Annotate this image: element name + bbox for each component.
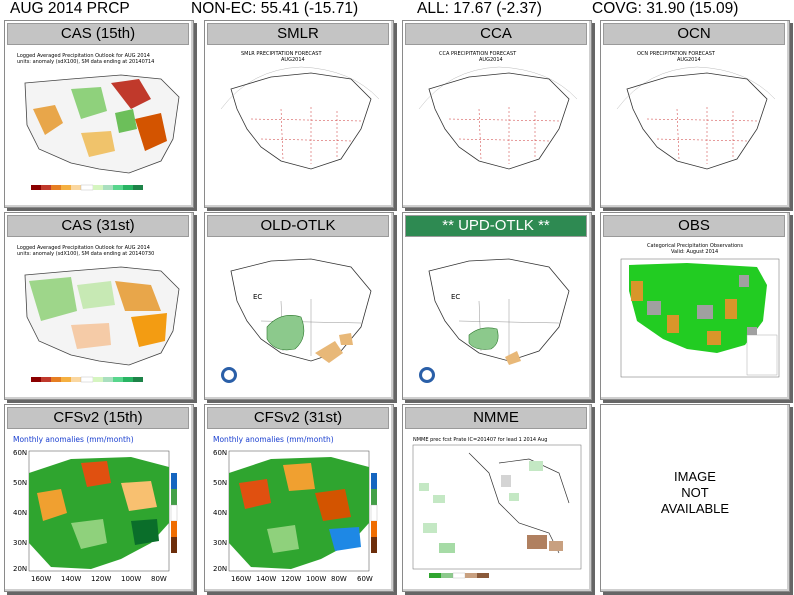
upd-otlk-map: EC	[409, 241, 585, 393]
map-caption: NMME prec fcst Prate IC=201407 for lead …	[413, 437, 547, 443]
panel-cca[interactable]: CCA CCA PRECIPITATION FORECAST AUG2014	[402, 20, 592, 208]
panel-upd-otlk[interactable]: ** UPD-OTLK ** EC	[402, 212, 592, 400]
lon-label: 120W	[281, 575, 301, 583]
header-non-ec-score: NON-EC: 55.41 (-15.71)	[191, 0, 359, 17]
lon-label: 140W	[256, 575, 276, 583]
panel-smlr[interactable]: SMLR SMLR PRECIPITATION FORECAST AUG2014	[204, 20, 394, 208]
old-otlk-map: EC	[211, 241, 387, 393]
lat-label: 30N	[13, 539, 27, 547]
header-coverage-score: COVG: 31.90 (15.09)	[592, 0, 739, 17]
ocn-map: OCN PRECIPITATION FORECAST AUG2014	[607, 49, 783, 201]
panel-nmme[interactable]: NMME NMME prec fcst Prate IC=201407 for …	[402, 404, 592, 592]
panel-title: NMME	[405, 407, 587, 429]
map-subcaption: units: anomaly (sdX100), SM data ending …	[17, 251, 154, 257]
image-not-available-text: IMAGE NOT AVAILABLE	[660, 469, 730, 516]
lat-label: 20N	[213, 565, 227, 573]
nmme-map: NMME prec fcst Prate IC=201407 for lead …	[409, 433, 585, 585]
lon-label: 140W	[61, 575, 81, 583]
map-subcaption: AUG2014	[479, 57, 503, 63]
smlr-map: SMLR PRECIPITATION FORECAST AUG2014	[211, 49, 387, 201]
lon-label: 160W	[231, 575, 251, 583]
map-caption: OCN PRECIPITATION FORECAST	[637, 51, 716, 57]
panel-title: OCN	[603, 23, 785, 45]
panel-obs[interactable]: OBS Categorical Precipitation Observatio…	[600, 212, 790, 400]
cas-15th-map: Logged Averaged Precipitation Outlook fo…	[11, 49, 187, 201]
panel-title: CFSv2 (15th)	[7, 407, 189, 429]
panel-title: ** UPD-OTLK **	[405, 215, 587, 237]
map-caption: Logged Averaged Precipitation Outlook fo…	[17, 245, 150, 251]
panel-cas-15th[interactable]: CAS (15th) Logged Averaged Precipitation…	[4, 20, 194, 208]
panel-title: CAS (15th)	[7, 23, 189, 45]
map-caption: Categorical Precipitation Observations	[647, 243, 743, 249]
cfsv2-31st-map: Monthly anomalies (mm/month) 60N 50N 40N…	[211, 433, 387, 585]
header-all-score: ALL: 17.67 (-2.37)	[417, 0, 542, 17]
ec-label: EC	[253, 293, 262, 301]
map-subcaption: AUG2014	[677, 57, 701, 63]
header-title: AUG 2014 PRCP	[10, 0, 130, 17]
lon-label: 160W	[31, 575, 51, 583]
obs-map: Categorical Precipitation Observations V…	[607, 241, 783, 393]
lon-label: 120W	[91, 575, 111, 583]
map-caption: Monthly anomalies (mm/month)	[13, 435, 134, 444]
header-bar: AUG 2014 PRCP NON-EC: 55.41 (-15.71) ALL…	[0, 0, 794, 18]
lon-label: 60W	[357, 575, 373, 583]
lat-label: 50N	[13, 479, 27, 487]
panel-title: OLD-OTLK	[207, 215, 389, 237]
lat-label: 30N	[213, 539, 227, 547]
panel-title: CAS (31st)	[7, 215, 189, 237]
lat-label: 40N	[213, 509, 227, 517]
map-caption: CCA PRECIPITATION FORECAST	[439, 51, 517, 57]
map-caption: Monthly anomalies (mm/month)	[213, 435, 334, 444]
panel-title: CFSv2 (31st)	[207, 407, 389, 429]
map-caption: Logged Averaged Precipitation Outlook fo…	[17, 53, 150, 59]
lon-label: 80W	[331, 575, 347, 583]
map-subcaption: Valid: August 2014	[671, 249, 718, 255]
lat-label: 60N	[213, 449, 227, 457]
cas-31st-map: Logged Averaged Precipitation Outlook fo…	[11, 241, 187, 393]
map-subcaption: units: anomaly (sdX100), SM data ending …	[17, 59, 154, 65]
lon-label: 80W	[151, 575, 167, 583]
panel-ocn[interactable]: OCN OCN PRECIPITATION FORECAST AUG2014	[600, 20, 790, 208]
ec-label: EC	[451, 293, 460, 301]
panel-cfsv2-15th[interactable]: CFSv2 (15th) Monthly anomalies (mm/month…	[4, 404, 194, 592]
map-subcaption: AUG2014	[281, 57, 305, 63]
panel-old-otlk[interactable]: OLD-OTLK EC	[204, 212, 394, 400]
panel-title: SMLR	[207, 23, 389, 45]
lon-label: 100W	[121, 575, 141, 583]
panel-cas-31st[interactable]: CAS (31st) Logged Averaged Precipitation…	[4, 212, 194, 400]
panel-title: CCA	[405, 23, 587, 45]
panel-cfsv2-31st[interactable]: CFSv2 (31st) Monthly anomalies (mm/month…	[204, 404, 394, 592]
lat-label: 40N	[13, 509, 27, 517]
cca-map: CCA PRECIPITATION FORECAST AUG2014	[409, 49, 585, 201]
cfsv2-15th-map: Monthly anomalies (mm/month) 60N 50N 40N…	[11, 433, 187, 585]
lat-label: 50N	[213, 479, 227, 487]
panel-title: OBS	[603, 215, 785, 237]
lon-label: 100W	[306, 575, 326, 583]
panel-not-available: IMAGE NOT AVAILABLE	[600, 404, 790, 592]
lat-label: 20N	[13, 565, 27, 573]
map-caption: SMLR PRECIPITATION FORECAST	[241, 51, 322, 57]
lat-label: 60N	[13, 449, 27, 457]
